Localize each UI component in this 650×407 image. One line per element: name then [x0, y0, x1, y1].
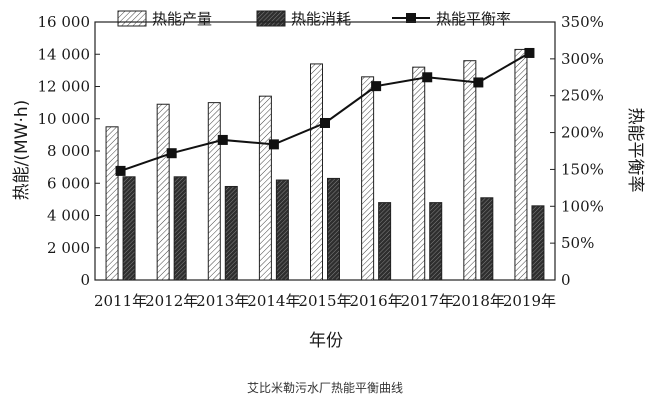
- right-tick-label: 350%: [561, 13, 604, 31]
- legend-label-production: 热能产量: [152, 10, 212, 28]
- bar-heat-production: [412, 66, 426, 281]
- legend-marker-balance-rate: [406, 13, 416, 23]
- right-tick-label: 250%: [561, 87, 604, 105]
- bar-heat-production: [463, 60, 477, 281]
- legend-label-balance-rate: 热能平衡率: [436, 10, 511, 28]
- left-tick-label: 14 000: [38, 45, 91, 63]
- x-tick-label: 2012年: [145, 292, 198, 310]
- balance-rate-point: [268, 139, 279, 150]
- bar-heat-consumption: [173, 176, 187, 281]
- legend-swatch-production: [117, 10, 147, 27]
- right-tick-label: 300%: [561, 50, 604, 68]
- x-axis-ticks: 2011年2012年2013年2014年2015年2016年2017年2018年…: [94, 292, 556, 310]
- bar-heat-consumption: [275, 179, 289, 281]
- right-axis-ticks: 0 50% 100% 150% 200% 250% 300% 350%: [550, 13, 604, 289]
- bar-heat-production: [207, 102, 221, 281]
- legend-label-consumption: 热能消耗: [291, 10, 351, 28]
- right-tick-label: 200%: [561, 124, 604, 142]
- bar-group: [105, 48, 545, 281]
- x-tick-label: 2017年: [401, 292, 454, 310]
- right-tick-label: 100%: [561, 197, 604, 215]
- bar-heat-consumption: [429, 202, 443, 281]
- right-tick-label: 150%: [561, 160, 604, 178]
- right-tick-label: 0: [561, 271, 571, 289]
- balance-rate-point: [422, 72, 433, 83]
- bar-heat-consumption: [327, 177, 340, 281]
- balance-rate-point: [217, 134, 228, 145]
- y2-axis-title: 热能平衡率: [625, 108, 645, 193]
- bar-heat-production: [156, 103, 170, 281]
- bar-heat-production: [105, 126, 119, 281]
- balance-rate-point: [524, 47, 535, 58]
- legend: 热能产量 热能消耗 热能平衡率: [117, 10, 511, 28]
- left-tick-label: 2 000: [47, 239, 90, 257]
- y-axis-title: 热能/(MW·h): [12, 100, 32, 201]
- left-tick-label: 8 000: [47, 142, 90, 160]
- x-tick-label: 2013年: [196, 292, 249, 310]
- bar-heat-consumption: [224, 185, 238, 281]
- left-tick-label: 4 000: [47, 207, 90, 225]
- left-axis-ticks: 0 2 000 4 000 6 000 8 000 10 000 12 000 14 000 1…: [38, 13, 100, 289]
- right-tick-label: 50%: [561, 234, 594, 252]
- left-tick-label: 6 000: [47, 174, 90, 192]
- x-tick-label: 2019年: [503, 292, 556, 310]
- bar-heat-production: [310, 63, 323, 281]
- left-tick-label: 0: [80, 271, 90, 289]
- balance-rate-point: [115, 165, 126, 176]
- x-tick-label: 2014年: [247, 292, 300, 310]
- legend-item-balance-rate: 热能平衡率: [392, 10, 511, 28]
- legend-item-consumption: 热能消耗: [256, 10, 351, 28]
- x-tick-label: 2016年: [350, 292, 403, 310]
- bar-heat-consumption: [122, 176, 136, 281]
- x-tick-label: 2018年: [452, 292, 505, 310]
- line-layer: [115, 47, 535, 176]
- left-tick-label: 16 000: [38, 13, 91, 31]
- bar-heat-production: [361, 76, 375, 281]
- figure-caption: 艾比米勒污水厂热能平衡曲线: [246, 381, 403, 395]
- x-tick-label: 2011年: [94, 292, 147, 310]
- left-tick-label: 12 000: [38, 78, 91, 96]
- bar-heat-consumption: [378, 202, 392, 281]
- bar-heat-production: [258, 95, 272, 281]
- left-tick-label: 10 000: [38, 110, 91, 128]
- balance-rate-point: [166, 148, 177, 159]
- x-tick-label: 2015年: [298, 292, 351, 310]
- x-axis-title: 年份: [309, 331, 343, 351]
- legend-item-production: 热能产量: [117, 10, 212, 28]
- balance-rate-point: [371, 81, 382, 92]
- legend-swatch-consumption: [256, 10, 286, 27]
- bar-heat-consumption: [531, 205, 545, 281]
- balance-rate-point: [473, 77, 484, 88]
- bar-heat-production: [514, 48, 528, 281]
- bar-heat-consumption: [480, 197, 494, 281]
- balance-rate-point: [320, 117, 330, 128]
